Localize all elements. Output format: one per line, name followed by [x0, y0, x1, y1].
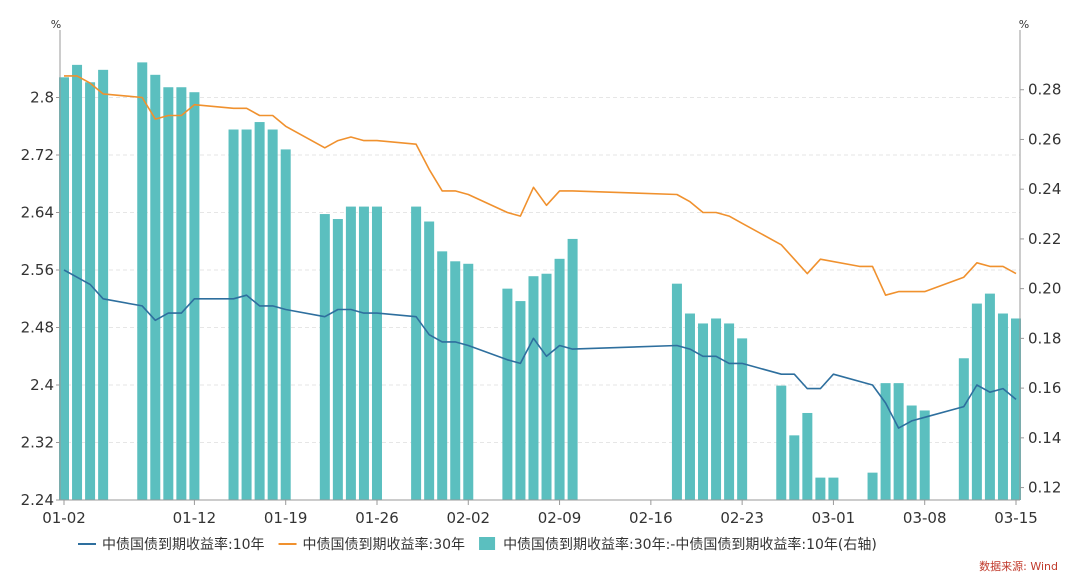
x-tick-label: 02-02: [446, 509, 490, 527]
spread-bar: [698, 323, 709, 500]
right-axis-unit: %: [1019, 18, 1029, 31]
legend-item: 中债国债到期收益率:10年: [78, 536, 265, 553]
x-tick-label: 01-19: [264, 509, 308, 527]
spread-bar: [411, 206, 422, 500]
legend-bar-swatch: [479, 537, 496, 550]
yield-10y-line: [63, 269, 1017, 429]
spread-bars: [59, 62, 1021, 501]
spread-bar: [85, 82, 96, 501]
x-tick-label: 02-16: [629, 509, 673, 527]
spread-bar: [671, 283, 682, 500]
spread-bar: [528, 276, 539, 500]
spread-bar: [72, 64, 83, 500]
legend: 中债国债到期收益率:10年 中债国债到期收益率:30年 中债国债到期收益率:30年:…: [78, 536, 877, 553]
spread-bar: [241, 129, 252, 500]
spread-bar: [684, 313, 695, 500]
right-tick-label: 0.12: [1028, 479, 1061, 497]
spread-bar: [163, 87, 174, 501]
left-tick-label: 2.48: [21, 319, 54, 337]
spread-bar: [880, 383, 891, 500]
spread-bar: [958, 358, 969, 500]
spread-bar: [789, 435, 800, 500]
spread-bar: [150, 74, 161, 500]
right-tick-label: 0.28: [1028, 81, 1061, 99]
spread-bar: [463, 263, 474, 500]
spread-bar: [711, 318, 722, 500]
left-tick-label: 2.64: [21, 204, 54, 222]
spread-bar: [267, 129, 278, 500]
yield-30y-line: [64, 75, 1017, 297]
left-tick-label: 2.32: [21, 434, 54, 452]
x-tick-label: 03-15: [994, 509, 1038, 527]
right-tick-label: 0.22: [1028, 230, 1061, 248]
spread-bar: [424, 221, 435, 500]
left-tick-label: 2.24: [21, 491, 54, 509]
legend-item: 中债国债到期收益率:30年: [278, 536, 466, 553]
spread-bar: [815, 477, 826, 500]
x-tick-label: 02-23: [720, 509, 764, 527]
x-tick-label: 01-02: [42, 509, 86, 527]
spread-bar: [280, 149, 291, 501]
legend-label: 中债国债到期收益率:30年: [303, 536, 466, 553]
legend-label: 中债国债到期收益率:30年:-中债国债到期收益率:10年(右轴): [503, 536, 877, 553]
spread-bar: [176, 87, 187, 501]
spread-bar: [1011, 318, 1021, 500]
source-note: 数据来源: Wind: [979, 559, 1058, 573]
right-tick-label: 0.14: [1028, 429, 1061, 447]
spread-bar: [371, 206, 382, 500]
spread-bar: [319, 214, 330, 500]
spread-bar: [554, 258, 565, 500]
grid-lines: [60, 97, 1020, 501]
right-tick-label: 0.20: [1028, 280, 1061, 298]
axes: % % 2.24 2.32 2.4 2.48 2.56 2.64 2.72 2.8 0.12 0.14…: [21, 18, 1062, 527]
legend-item: 中债国债到期收益率:30年:-中债国债到期收益率:10年(右轴): [479, 536, 877, 553]
spread-bar: [802, 412, 813, 500]
spread-bar: [502, 288, 513, 500]
spread-bar: [737, 338, 748, 500]
x-tick-label: 01-26: [355, 509, 399, 527]
spread-bar: [567, 238, 578, 500]
left-axis-unit: %: [51, 18, 61, 31]
spread-bar: [984, 293, 995, 500]
spread-bar: [59, 77, 69, 500]
spread-bar: [515, 301, 526, 500]
spread-bar: [776, 385, 787, 500]
left-tick-label: 2.72: [21, 146, 54, 164]
spread-bar: [254, 122, 265, 501]
spread-bar: [997, 313, 1008, 500]
right-tick-label: 0.16: [1028, 379, 1061, 397]
spread-bar: [345, 206, 356, 500]
spread-bar: [867, 472, 878, 500]
right-tick-label: 0.24: [1028, 180, 1061, 198]
right-tick-label: 0.26: [1028, 130, 1061, 148]
x-tick-label: 01-12: [173, 509, 217, 527]
spread-bar: [358, 206, 369, 500]
x-tick-label: 03-01: [812, 509, 856, 527]
spread-bar: [189, 92, 200, 500]
spread-bar: [228, 129, 239, 500]
spread-bar: [893, 383, 904, 500]
left-tick-label: 2.56: [21, 261, 54, 279]
spread-bar: [437, 251, 448, 500]
spread-bar: [971, 303, 982, 500]
x-tick-label: 02-09: [538, 509, 582, 527]
yield-lines: [63, 75, 1017, 429]
spread-bar: [541, 273, 552, 500]
left-tick-label: 2.4: [30, 376, 54, 394]
left-tick-label: 2.8: [30, 89, 54, 107]
spread-bar: [137, 62, 148, 500]
spread-bar: [724, 323, 735, 500]
legend-label: 中债国债到期收益率:10年: [102, 536, 265, 553]
spread-bar: [919, 410, 930, 500]
spread-bar: [450, 261, 461, 500]
x-tick-label: 03-08: [903, 509, 947, 527]
spread-bar: [906, 405, 917, 500]
spread-bar: [828, 477, 839, 500]
right-tick-label: 0.18: [1028, 329, 1061, 347]
spread-bar: [98, 69, 109, 501]
spread-bar: [332, 219, 343, 500]
